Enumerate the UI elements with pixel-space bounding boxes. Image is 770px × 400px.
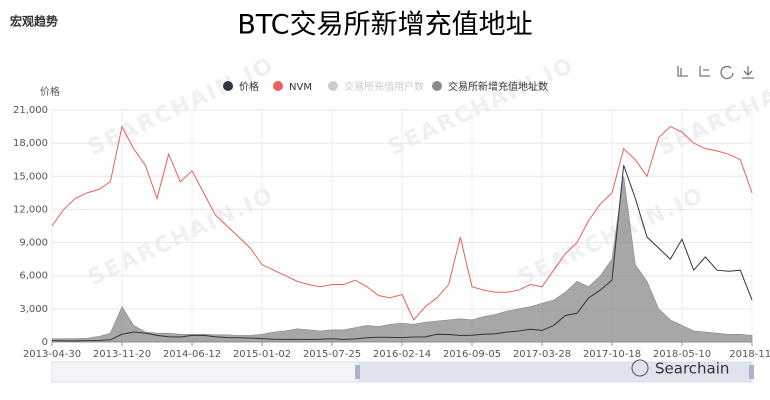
x-tick-label: 2016-09-05 <box>443 349 501 360</box>
watermark: SEARCHAIN.IO <box>85 183 279 291</box>
legend-marker <box>432 81 442 91</box>
x-tick-label: 2015-01-02 <box>233 349 291 360</box>
x-tick-label: 2017-10-18 <box>583 349 641 360</box>
tool-restore[interactable] <box>720 65 734 80</box>
x-tick-label: 2016-02-14 <box>373 349 431 360</box>
zoom-window[interactable] <box>358 362 752 382</box>
tool-zoom[interactable] <box>677 66 688 77</box>
x-tick-label: 2018-05-10 <box>653 349 711 360</box>
toolbox <box>677 65 754 80</box>
legend-marker <box>223 81 233 91</box>
legend-label[interactable]: 交易所新增充值地址数 <box>448 80 548 93</box>
legend-label[interactable]: 价格 <box>239 80 259 93</box>
y-tick-label: 6,000 <box>19 271 48 282</box>
y-tick-label: 18,000 <box>13 138 48 149</box>
y-tick-label: 21,000 <box>13 105 48 116</box>
zoom-handle[interactable] <box>355 365 360 379</box>
tool-back[interactable] <box>699 66 710 77</box>
watermark: SEARCHAIN.IO <box>385 53 579 161</box>
tool-save[interactable] <box>742 66 754 79</box>
logo: Searchain <box>655 360 729 378</box>
y-tick-label: 9,000 <box>19 238 48 249</box>
legend-label[interactable]: 交易所充值用户数 <box>344 80 424 93</box>
y-axis-title: 价格 <box>40 85 60 98</box>
x-tick-label: 2017-03-28 <box>513 349 571 360</box>
y-tick-label: 3,000 <box>19 304 48 315</box>
zoom-handle[interactable] <box>749 365 754 379</box>
y-tick-label: 0 <box>42 337 48 348</box>
x-tick-label: 2013-11-20 <box>93 349 151 360</box>
line <box>51 125 753 321</box>
header: 宏观趋势 <box>10 14 58 29</box>
x-tick-label: 2014-06-12 <box>163 349 221 360</box>
legend-marker <box>273 81 283 91</box>
watermark: SEARCHAIN.IO <box>85 53 279 161</box>
x-tick-label: 2018-11- <box>729 349 770 360</box>
y-tick-label: 12,000 <box>13 204 48 215</box>
watermark: SEARCHAIN.IO <box>655 53 770 161</box>
legend-marker <box>328 81 338 91</box>
x-tick-label: 2015-07-25 <box>303 349 361 360</box>
x-tick-label: 2013-04-30 <box>23 349 81 360</box>
line <box>51 165 753 342</box>
logo-icon <box>631 359 649 377</box>
y-tick-label: 15,000 <box>13 171 48 182</box>
chart-title: BTC交易所新增充值地址 <box>237 10 532 41</box>
legend-label[interactable]: NVM <box>289 82 312 93</box>
watermarks: SEARCHAIN.IO SEARCHAIN.IO SEARCHAIN.IO S… <box>85 53 770 291</box>
area <box>51 176 753 343</box>
